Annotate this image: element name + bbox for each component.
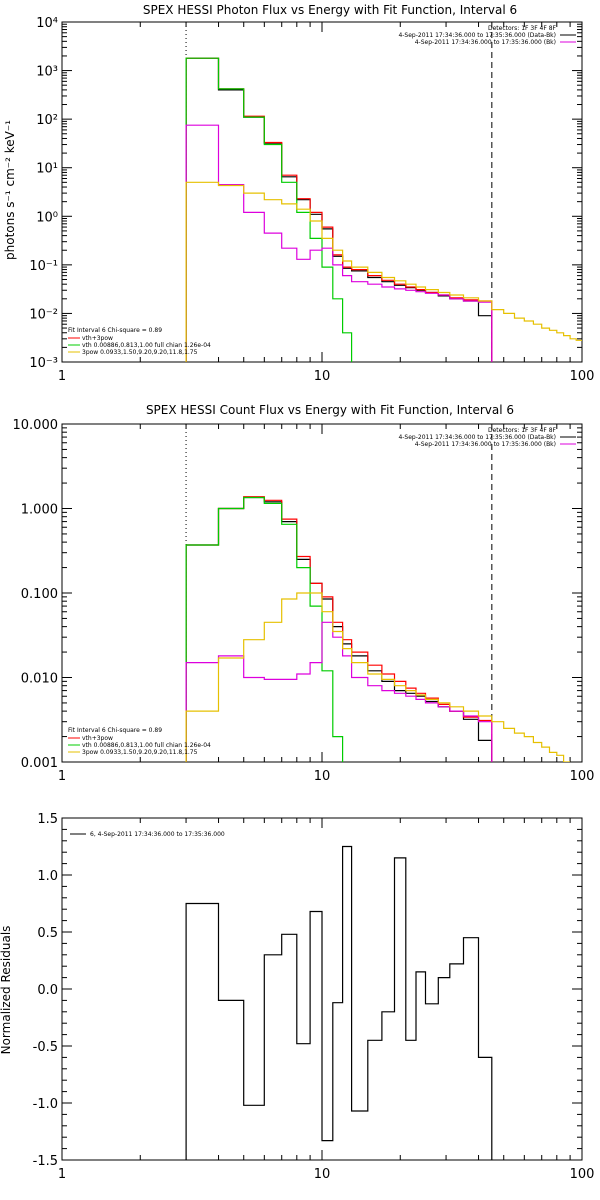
- x-tick-label: 1: [58, 1167, 66, 1182]
- y-tick-label: 0.100: [21, 587, 58, 602]
- green-spectrum-line: [185, 496, 344, 762]
- y-tick-label: 0.010: [21, 672, 58, 687]
- photon-flux-legend-bottom: Fit Interval 6 Chi-square = 0.89vth+3pow…: [68, 327, 211, 356]
- legend-top-entry: 4-Sep-2011 17:34:36.000 to 17:35:36.000 …: [398, 32, 556, 39]
- y-tick-label: 0.5: [37, 926, 58, 941]
- y-tick-label: 1.5: [37, 812, 58, 827]
- y-tick-label: 10⁴: [36, 16, 58, 31]
- yellow-spectrum-line: [185, 181, 582, 362]
- residuals-panel: Normalized Residuals 1 10 100 -1.5 -1.0 -0.5 0…: [0, 812, 594, 1182]
- photon-flux-title: SPEX HESSI Photon Flux vs Energy with Fi…: [143, 3, 517, 17]
- count-flux-axes: 1 10 100 0.001 0.010 0.100 1.000 10.000: [13, 418, 595, 784]
- legend-bottom-entry: vth+3pow: [82, 335, 113, 342]
- residuals-ylabel: Normalized Residuals: [0, 926, 13, 1055]
- legend-top-entry: Detectors: 1F 3F 4F 8F: [488, 25, 557, 32]
- x-tick-label: 100: [570, 369, 595, 384]
- magenta-spectrum-line: [185, 621, 493, 762]
- x-tick-label: 100: [570, 769, 595, 784]
- photon-flux-series: [185, 57, 582, 362]
- residuals-axes: 1 10 100 -1.5 -1.0 -0.5 0.0 0.5 1.0 1.5: [33, 812, 595, 1182]
- count-flux-legend-top: Detectors: 1F 3F 4F 8F4-Sep-2011 17:34:3…: [398, 427, 576, 448]
- x-tick-label: 10: [314, 769, 331, 784]
- x-tick-label: 1: [58, 769, 66, 784]
- y-tick-label: -1.0: [33, 1097, 58, 1112]
- y-tick-label: 10²: [36, 113, 58, 128]
- x-tick-label: 100: [570, 1167, 595, 1182]
- green-spectrum-line: [185, 57, 353, 362]
- y-tick-label: 10³: [36, 65, 58, 80]
- legend-top-entry: Detectors: 1F 3F 4F 8F: [488, 427, 557, 434]
- count-flux-title: SPEX HESSI Count Flux vs Energy with Fit…: [146, 403, 514, 417]
- y-tick-label: 1.000: [21, 503, 58, 518]
- x-tick-label: 1: [58, 369, 66, 384]
- y-tick-label: 10⁻²: [29, 307, 58, 322]
- residuals-legend: 6, 4-Sep-2011 17:34:36.000 to 17:35:36.0…: [70, 831, 225, 838]
- black-spectrum-line: [185, 57, 493, 362]
- legend-top-entry: 4-Sep-2011 17:34:36.000 to 17:35:36.000 …: [398, 434, 556, 441]
- residuals-series: [185, 845, 493, 1160]
- photon-flux-ylabel: photons s⁻¹ cm⁻² keV⁻¹: [3, 120, 17, 260]
- red-spectrum-line: [185, 496, 493, 762]
- legend-bottom-header: Fit Interval 6 Chi-square = 0.89: [68, 727, 162, 734]
- legend-bottom-header: Fit Interval 6 Chi-square = 0.89: [68, 327, 162, 334]
- y-tick-label: 10¹: [36, 162, 58, 177]
- x-tick-label: 10: [314, 1167, 331, 1182]
- count-flux-series: [185, 496, 571, 762]
- legend-bottom-entry: 3pow 0.0933,1.50,9.20,9.20,11.8,1.75: [82, 349, 198, 356]
- count-flux-panel: SPEX HESSI Count Flux vs Energy with Fit…: [13, 403, 595, 784]
- black-spectrum-line: [185, 496, 493, 762]
- photon-flux-legend-top: Detectors: 1F 3F 4F 8F4-Sep-2011 17:34:3…: [398, 25, 576, 46]
- y-tick-label: 10⁻³: [29, 356, 58, 371]
- legend-entry: 6, 4-Sep-2011 17:34:36.000 to 17:35:36.0…: [90, 831, 225, 838]
- y-tick-label: 10⁻¹: [29, 259, 58, 274]
- count-flux-legend-bottom: Fit Interval 6 Chi-square = 0.89vth+3pow…: [68, 727, 211, 756]
- legend-bottom-entry: vth 0.00886,0.813,1.00 full chian 1.26e-…: [82, 342, 211, 349]
- y-tick-label: 1.0: [37, 869, 58, 884]
- y-tick-label: 0.0: [37, 983, 58, 998]
- y-tick-label: 10⁰: [36, 210, 58, 225]
- black-spectrum-line: [185, 845, 493, 1160]
- legend-bottom-entry: vth+3pow: [82, 735, 113, 742]
- legend-top-entry: 4-Sep-2011 17:34:36.000 to 17:35:36.000 …: [415, 39, 556, 46]
- legend-bottom-entry: vth 0.00886,0.813,1.00 full chian 1.26e-…: [82, 742, 211, 749]
- red-spectrum-line: [185, 57, 493, 362]
- magenta-spectrum-line: [185, 124, 493, 362]
- yellow-spectrum-line: [185, 592, 571, 762]
- legend-bottom-entry: 3pow 0.0933,1.50,9.20,9.20,11.8,1.75: [82, 749, 198, 756]
- y-tick-label: -0.5: [33, 1040, 58, 1055]
- y-tick-label: 10.000: [13, 418, 59, 433]
- y-tick-label: 0.001: [21, 756, 58, 771]
- x-tick-label: 10: [314, 369, 331, 384]
- y-tick-label: -1.5: [33, 1154, 58, 1169]
- legend-top-entry: 4-Sep-2011 17:34:36.000 to 17:35:36.000 …: [415, 441, 556, 448]
- photon-flux-panel: SPEX HESSI Photon Flux vs Energy with Fi…: [3, 3, 594, 384]
